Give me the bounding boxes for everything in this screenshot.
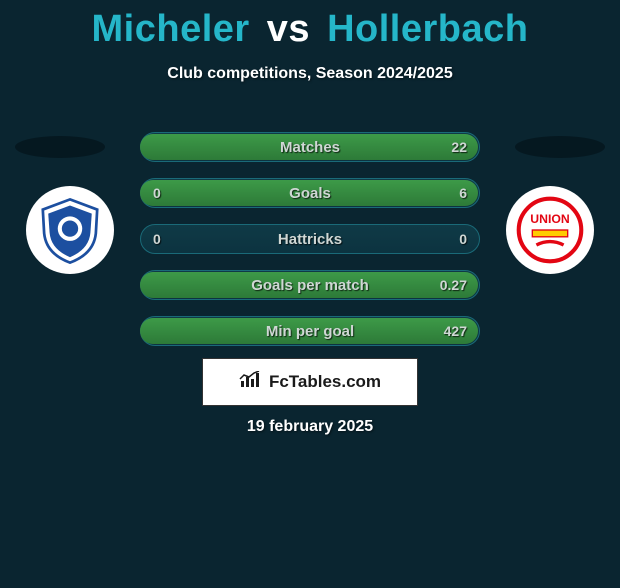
stat-row: 0 Hattricks 0 [140, 224, 480, 254]
chart-icon [239, 371, 261, 394]
union-berlin-badge-icon: UNION [516, 196, 584, 264]
page-title: Micheler vs Hollerbach [0, 8, 620, 51]
stat-row: Min per goal 427 [140, 316, 480, 346]
stat-label: Goals per match [251, 277, 369, 294]
player2-name: Hollerbach [327, 8, 528, 50]
player1-name: Micheler [92, 8, 250, 50]
stat-value-right: 6 [459, 185, 467, 201]
stat-label: Goals [289, 185, 331, 202]
brand-text: FcTables.com [269, 372, 381, 392]
shadow-right [515, 136, 605, 158]
vs-text: vs [267, 8, 310, 50]
stat-label: Min per goal [266, 323, 354, 340]
svg-text:UNION: UNION [530, 212, 570, 226]
stat-label: Hattricks [278, 231, 342, 248]
stat-row: Matches 22 [140, 132, 480, 162]
date-text: 19 february 2025 [0, 418, 620, 436]
brand-box: FcTables.com [202, 358, 418, 406]
stat-value-right: 427 [444, 323, 467, 339]
stat-value-left: 0 [153, 231, 161, 247]
stat-row: Goals per match 0.27 [140, 270, 480, 300]
team-badge-left [26, 186, 114, 274]
hoffenheim-badge-icon [36, 196, 104, 264]
stats-rows: Matches 22 0 Goals 6 0 Hattricks 0 Goals per mat… [140, 132, 480, 362]
stat-value-right: 22 [451, 139, 467, 155]
stat-label: Matches [280, 139, 340, 156]
stat-value-right: 0 [459, 231, 467, 247]
subtitle: Club competitions, Season 2024/2025 [0, 65, 620, 83]
team-badge-right: UNION [506, 186, 594, 274]
stat-value-left: 0 [153, 185, 161, 201]
stat-value-right: 0.27 [440, 277, 467, 293]
stat-row: 0 Goals 6 [140, 178, 480, 208]
shadow-left [15, 136, 105, 158]
